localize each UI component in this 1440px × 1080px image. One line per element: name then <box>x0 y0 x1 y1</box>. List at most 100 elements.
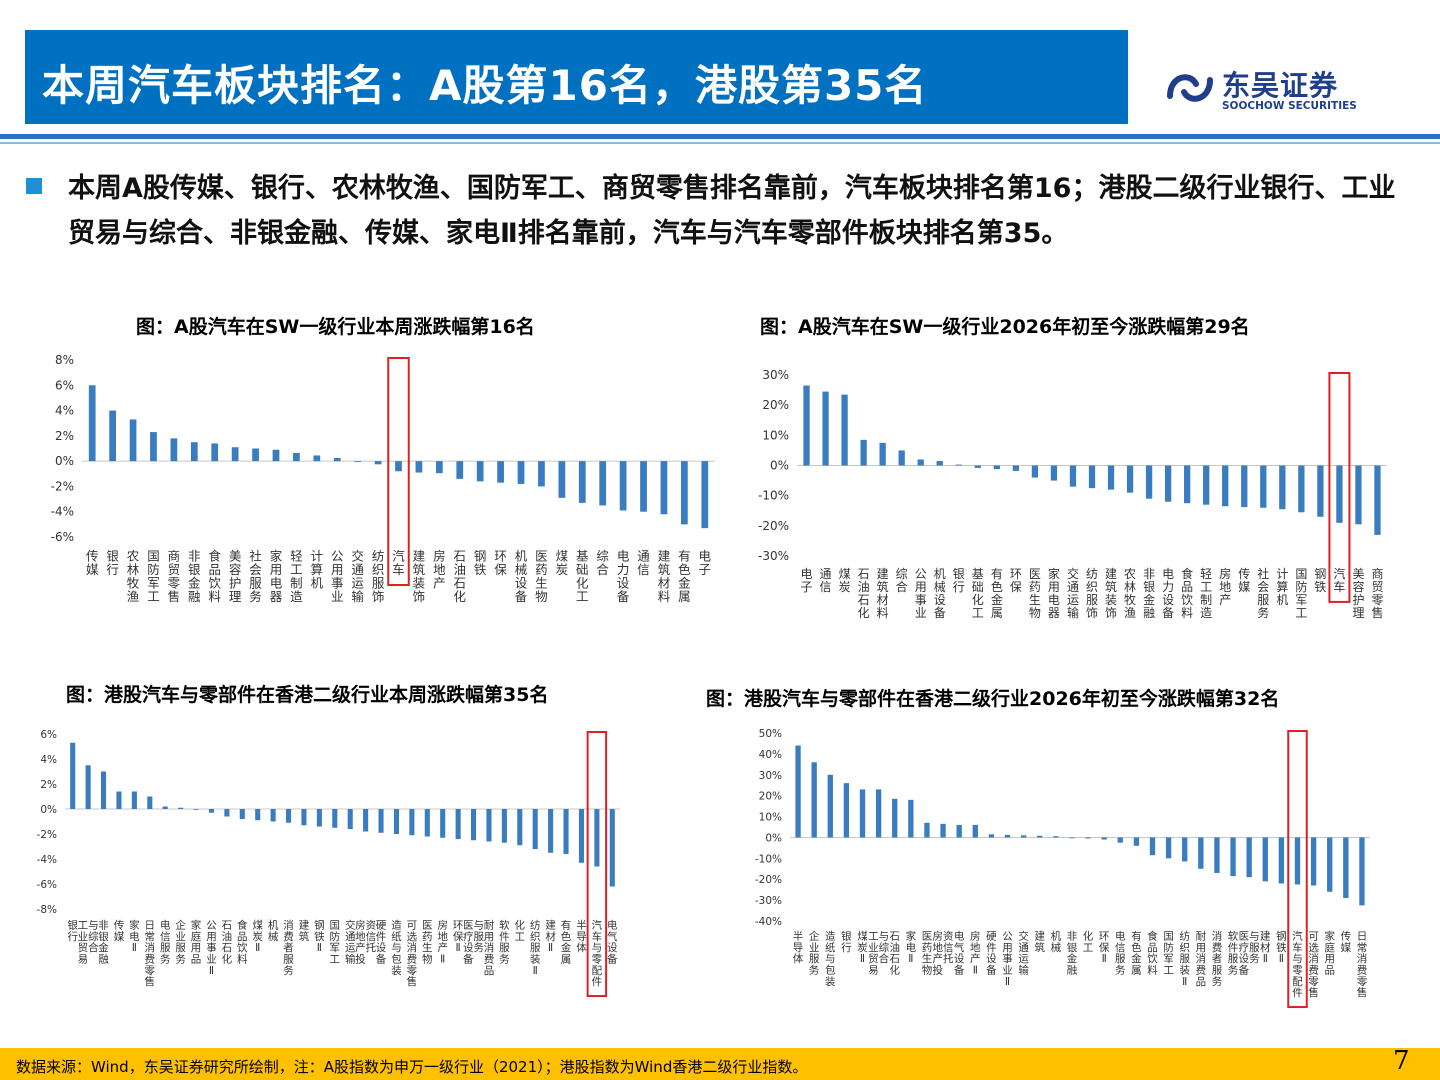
y-tick-label: -20% <box>755 874 782 886</box>
x-tick-label: 煤炭 Ⅱ <box>252 919 263 955</box>
bar <box>1203 465 1210 505</box>
x-tick-label: 医药生物 <box>422 920 433 966</box>
bar <box>456 461 464 479</box>
y-tick-label: 10% <box>762 428 789 442</box>
bar <box>1298 465 1305 513</box>
footer-bar <box>0 1048 1440 1080</box>
y-tick-label: 0% <box>770 459 789 473</box>
y-tick-label: 30% <box>762 368 789 382</box>
x-tick-label: 石油石化 <box>889 931 900 977</box>
bar <box>270 809 276 822</box>
bar <box>455 809 461 839</box>
chart-hk-ytd: 50% 40% 30% 20% 10% 0% -10% -20% -30% -40% 半导体企业服务… <box>755 728 1370 1009</box>
bar <box>363 809 369 832</box>
bar <box>898 450 905 466</box>
x-tick-label: 汽车与零配件 <box>1292 930 1303 1000</box>
y-tick-label: -10% <box>755 853 782 865</box>
bar <box>224 809 230 817</box>
bar <box>936 460 943 466</box>
chart-2-title: 图：A股汽车在SW一级行业2026年初至今涨跌幅第29名 <box>760 316 1250 338</box>
header-rule-thin <box>0 142 1440 144</box>
x-tick-label: 家用电器 <box>1048 566 1060 620</box>
soochow-logo-icon <box>1167 74 1213 102</box>
bar <box>1069 837 1075 839</box>
bar <box>1088 465 1096 489</box>
bar <box>190 442 198 462</box>
data-source-note: 数据来源：Wind，东吴证券研究所绘制，注：A股指数为申万一级行业（2021）；… <box>16 1058 808 1076</box>
x-tick-label: 电子 <box>699 549 712 578</box>
highlight-box <box>1328 372 1351 603</box>
x-tick-label: 公用事业 <box>915 567 927 620</box>
bar <box>538 461 545 487</box>
x-tick-label: 汽车 <box>1333 566 1345 594</box>
bar <box>811 762 817 838</box>
x-tick-label: 电子 <box>801 567 813 594</box>
x-tick-label: 电气设备 <box>607 919 618 966</box>
x-tick-label: 建材 Ⅱ <box>1260 930 1271 966</box>
bar <box>1310 837 1317 886</box>
x-tick-label: 建筑材料 <box>877 567 889 620</box>
bar <box>1260 465 1267 508</box>
x-tick-label: 有色金属 <box>1131 930 1142 977</box>
x-tick-label: 医药生物 <box>922 931 933 977</box>
x-tick-label: 有色金属 <box>678 549 691 605</box>
bar <box>170 438 178 462</box>
bar <box>841 394 848 466</box>
bar <box>470 809 477 841</box>
chart-a-share-ytd: 30% 20% 10% 0% -10% -20% -30% 电子通信煤炭石油石化建筑材料综合公… <box>758 368 1387 620</box>
bar <box>993 465 1000 470</box>
y-tick-label: -4% <box>37 854 57 866</box>
x-tick-label: 工业贸易与综合 <box>78 920 100 966</box>
highlight-box <box>586 731 608 998</box>
x-tick-label: 公用事业 Ⅱ <box>206 920 217 977</box>
bar <box>193 809 199 810</box>
bar <box>879 442 886 466</box>
bar <box>116 791 122 809</box>
x-tick-label: 硬件设备 <box>986 931 997 977</box>
highlight-box <box>387 357 410 586</box>
header-rule <box>0 134 1440 139</box>
bar <box>1053 836 1059 838</box>
x-tick-label: 非银金融 <box>98 920 109 966</box>
x-tick-label: 家庭用品 <box>1324 930 1335 977</box>
x-tick-label: 有色金属 <box>991 567 1003 620</box>
x-tick-label: 耐用消费品 <box>1196 930 1207 988</box>
x-tick-label: 汽车 <box>392 549 405 578</box>
bar <box>1222 465 1229 507</box>
bar <box>660 461 668 515</box>
x-tick-label: 食品饮料 <box>1147 930 1158 977</box>
bar <box>316 809 322 827</box>
x-tick-label: 商贸零售 <box>168 549 181 605</box>
y-tick-label: 4% <box>40 754 57 766</box>
chart-a-share-week: 8% 6% 4% 2% 0% -2% -4% -6% 传媒银行农林牧渔国防军工商贸零售非银金融食… <box>51 353 715 605</box>
bar <box>701 461 709 529</box>
y-tick-label: 8% <box>55 353 74 367</box>
bar <box>1126 465 1134 493</box>
x-tick-label: 公用事业 <box>331 549 344 605</box>
bar <box>578 809 585 863</box>
bar <box>795 745 801 838</box>
bar <box>435 461 443 474</box>
x-tick-label: 建筑装饰 <box>1105 567 1117 620</box>
bar <box>1085 837 1091 839</box>
bar <box>70 742 76 809</box>
bar <box>917 459 924 466</box>
bar <box>409 809 415 836</box>
x-tick-label: 纺织服饰 <box>372 549 385 605</box>
bar <box>1327 837 1333 892</box>
bar <box>594 809 600 867</box>
x-tick-label: 电信服务 <box>1115 930 1126 977</box>
bar <box>440 809 446 838</box>
bar <box>1117 837 1123 843</box>
bar <box>1004 834 1011 838</box>
x-tick-label: 非银金融 <box>1143 567 1155 620</box>
x-tick-label: 煤炭 <box>839 567 851 594</box>
bar <box>955 464 962 466</box>
bar <box>548 809 554 853</box>
x-tick-label: 纺织服装 Ⅱ <box>1179 930 1190 988</box>
x-tick-label: 工业贸易与综合 <box>868 931 890 977</box>
bar <box>558 461 566 498</box>
bar <box>640 461 647 512</box>
bar <box>1279 465 1286 510</box>
x-tick-label: 造纸与包装 <box>391 919 402 977</box>
